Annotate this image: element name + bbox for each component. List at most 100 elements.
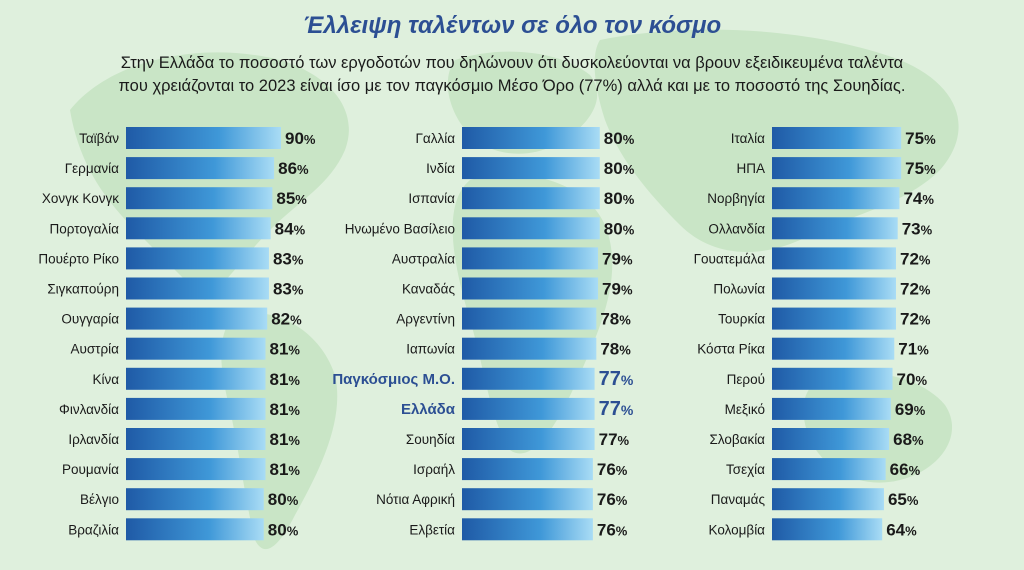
data-label-suffix: % <box>288 403 300 418</box>
category-label: Ταϊβάν <box>79 131 119 146</box>
bar <box>462 488 593 511</box>
category-label: Κόστα Ρίκα <box>697 342 765 357</box>
category-label: Βέλγιο <box>80 492 119 507</box>
data-label: 80% <box>604 219 635 238</box>
data-label-value: 81 <box>270 430 289 449</box>
data-label-suffix: % <box>623 132 635 147</box>
bar <box>462 127 600 149</box>
data-label-value: 72 <box>900 249 919 268</box>
data-label-suffix: % <box>290 313 302 328</box>
category-label: Πουέρτο Ρίκο <box>38 251 119 266</box>
bar <box>772 428 890 450</box>
data-label: 78% <box>600 310 631 329</box>
bar <box>462 187 600 210</box>
data-label: 77% <box>599 430 630 449</box>
data-label-suffix: % <box>619 343 631 358</box>
bar <box>126 127 281 149</box>
data-label-value: 85 <box>276 189 295 208</box>
category-label: Περού <box>727 372 765 387</box>
data-label-value: 71 <box>898 340 917 359</box>
category-label: Βραζιλία <box>68 522 119 537</box>
category-label: Νορβηγία <box>707 191 765 206</box>
category-label: Παγκόσμιος Μ.Ο. <box>332 371 455 388</box>
data-label-value: 73 <box>902 219 921 238</box>
category-label: Τσεχία <box>726 462 765 477</box>
data-label: 81% <box>270 400 301 419</box>
data-label: 65% <box>888 490 919 509</box>
data-label-suffix: % <box>295 192 307 207</box>
bar <box>772 277 896 300</box>
data-label: 84% <box>275 219 306 238</box>
data-label: 90% <box>285 129 316 148</box>
subtitle-line-1: Στην Ελλάδα το ποσοστό των εργοδοτών που… <box>120 54 904 72</box>
category-label: Χονγκ Κονγκ <box>42 191 119 206</box>
data-label: 72% <box>900 249 931 268</box>
bar <box>772 157 902 180</box>
data-label: 81% <box>270 460 301 479</box>
category-label: Ρουμανία <box>62 462 119 477</box>
data-label-value: 84 <box>275 219 294 238</box>
data-label-suffix: % <box>919 313 931 328</box>
data-label-value: 79 <box>602 249 621 268</box>
bar <box>462 518 593 541</box>
data-label: 81% <box>270 370 301 389</box>
data-label-suffix: % <box>919 283 931 298</box>
category-label: Ινδία <box>426 161 455 176</box>
data-label: 77% <box>599 398 634 420</box>
category-label: Ελβετία <box>409 522 455 537</box>
data-label: 83% <box>273 280 304 299</box>
bar <box>126 157 275 180</box>
data-label: 70% <box>897 370 928 389</box>
chart-title: Έλλειψη ταλέντων σε όλο τον κόσμο <box>302 12 722 39</box>
bar <box>462 277 599 300</box>
data-label: 81% <box>270 430 301 449</box>
data-label-suffix: % <box>616 493 628 508</box>
category-label: Πορτογαλία <box>49 221 119 236</box>
category-label: Σουηδία <box>406 432 455 447</box>
category-label: Σιγκαπούρη <box>47 282 119 297</box>
data-label-value: 74 <box>903 189 922 208</box>
data-label-value: 80 <box>604 129 623 148</box>
data-label: 64% <box>886 520 917 539</box>
bar <box>772 307 896 330</box>
data-label: 83% <box>273 249 304 268</box>
category-label: Ισραήλ <box>413 462 455 477</box>
bar <box>126 428 266 450</box>
data-label-suffix: % <box>616 463 628 478</box>
category-label: Ηνωμένο Βασίλειο <box>345 221 455 236</box>
data-label-value: 77 <box>599 368 621 390</box>
data-label-suffix: % <box>924 162 936 177</box>
data-label-value: 70 <box>897 370 916 389</box>
data-label-value: 80 <box>604 189 623 208</box>
data-label-suffix: % <box>288 343 300 358</box>
bar <box>462 428 595 450</box>
category-label: Σλοβακία <box>709 432 765 447</box>
data-label-value: 77 <box>599 398 621 420</box>
data-label-value: 75 <box>905 129 924 148</box>
data-label: 82% <box>271 310 302 329</box>
bar <box>126 458 266 481</box>
data-label-value: 83 <box>273 249 292 268</box>
bar <box>772 458 886 481</box>
data-label-value: 81 <box>270 460 289 479</box>
data-label: 80% <box>604 129 635 148</box>
data-label-suffix: % <box>297 162 309 177</box>
bar <box>126 367 266 390</box>
data-label-suffix: % <box>621 402 634 418</box>
data-label: 66% <box>890 460 921 479</box>
data-label: 75% <box>905 129 936 148</box>
data-label: 75% <box>905 159 936 178</box>
chart-subtitle: Στην Ελλάδα το ποσοστό των εργοδοτών που… <box>20 52 1004 98</box>
data-label: 68% <box>893 430 924 449</box>
data-label: 80% <box>268 490 299 509</box>
data-label-suffix: % <box>304 132 316 147</box>
category-label: Παναμάς <box>711 492 766 507</box>
data-label: 81% <box>270 340 301 359</box>
category-label: Ολλανδία <box>708 221 765 236</box>
data-label-suffix: % <box>621 252 633 267</box>
data-label: 80% <box>604 189 635 208</box>
category-label: Ιταλία <box>731 131 765 146</box>
data-label-value: 76 <box>597 490 616 509</box>
data-label: 76% <box>597 460 628 479</box>
data-label-value: 77 <box>599 430 618 449</box>
